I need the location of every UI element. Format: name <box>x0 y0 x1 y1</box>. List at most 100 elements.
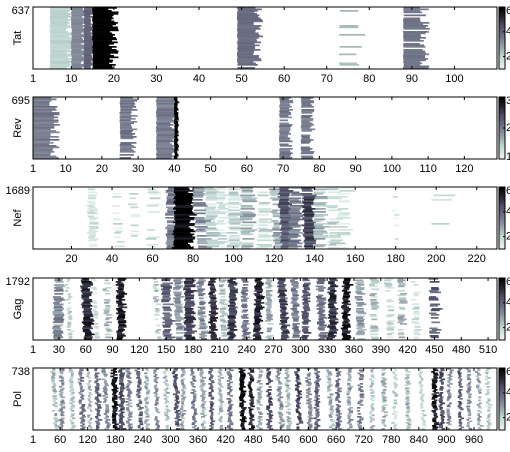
x-tick-label: 100 <box>445 73 463 85</box>
x-tick-label: 720 <box>354 434 372 446</box>
colorbar-frame <box>498 367 506 431</box>
band-760-768 <box>380 368 389 430</box>
band-1-7 <box>33 97 60 159</box>
colorbar: 2 4 6 <box>498 5 510 70</box>
heatmap-bands <box>52 278 443 340</box>
band-840-846 <box>418 368 427 430</box>
band-870-880 <box>431 368 440 430</box>
band-134-140 <box>301 187 320 249</box>
x-tick-label: 180 <box>184 344 202 356</box>
x-tick-label: 220 <box>468 253 486 265</box>
band-178-180 <box>392 196 400 240</box>
x-tick-label: 300 <box>291 344 309 356</box>
x-tick-label: 110 <box>419 163 437 175</box>
x-tick-label: 50 <box>205 163 217 175</box>
x-tick-label: 900 <box>437 434 455 446</box>
band-80-86 <box>102 279 113 339</box>
x-tick-label: 180 <box>106 434 124 446</box>
x-tick-label: 240 <box>134 434 152 446</box>
x-tick-label: 160 <box>346 253 364 265</box>
colorbar-tick-label: 1 <box>506 151 510 163</box>
colorbar-frame <box>498 6 506 70</box>
band-75-78 <box>300 97 316 159</box>
colorbar-frame <box>498 277 506 341</box>
band-122-128 <box>277 187 298 249</box>
band-170-180 <box>183 278 198 340</box>
band-185-192 <box>196 278 209 340</box>
x-tick-label: 840 <box>410 434 428 446</box>
x-tick-label: 20 <box>108 73 120 85</box>
x-tick-label: 10 <box>60 163 72 175</box>
plot-area <box>33 368 497 430</box>
band-945-952 <box>465 368 473 430</box>
band-152-160 <box>101 368 112 430</box>
band-810-818 <box>404 368 413 430</box>
x-tick-label: 30 <box>53 344 65 356</box>
y-max-label: 695 <box>12 95 30 107</box>
band-112-118 <box>256 191 274 249</box>
x-tick-label: 140 <box>305 253 323 265</box>
x-tick-label: 360 <box>189 434 207 446</box>
band-325-332 <box>179 368 187 430</box>
colorbar-tick-label: 2 <box>506 51 510 63</box>
x-tick-label: 480 <box>244 434 262 446</box>
y-axis-label: Gag <box>12 299 24 320</box>
band-410-418 <box>397 278 408 339</box>
colorbar-tick-label: 2 <box>506 412 510 424</box>
x-tick-label: 200 <box>427 253 445 265</box>
band-550-558 <box>284 368 293 430</box>
x-tick-label: 90 <box>406 73 418 85</box>
heatmap-bands <box>33 97 316 159</box>
band-290-297 <box>289 278 301 339</box>
band-25-29 <box>119 97 138 159</box>
band-198-205 <box>207 278 219 340</box>
colorbar-tick-label: 6 <box>506 185 510 197</box>
band-158-166 <box>173 278 185 340</box>
x-tick-label: 780 <box>382 434 400 446</box>
plot-frame <box>32 277 498 341</box>
band-332-340 <box>327 278 339 340</box>
y-max-label: 1689 <box>6 185 30 197</box>
colorbar-tick-label: 4 <box>506 387 510 399</box>
band-405-412 <box>217 368 225 430</box>
x-tick-label: 100 <box>224 253 242 265</box>
band-985-992 <box>484 368 493 430</box>
x-tick-label: 20 <box>65 253 77 265</box>
x-tick-label: 1 <box>30 73 36 85</box>
heatmap-bands <box>49 7 430 69</box>
band-55-65 <box>80 278 95 340</box>
colorbar-frame <box>498 186 506 250</box>
x-tick-label: 20 <box>96 163 108 175</box>
band-100-108 <box>77 368 87 430</box>
band-220-228 <box>227 278 239 340</box>
band-262-268 <box>264 278 274 340</box>
band-365-373 <box>198 368 207 430</box>
x-tick-label: 210 <box>211 344 229 356</box>
band-965-972 <box>475 368 484 430</box>
x-tick-label: 240 <box>237 344 255 356</box>
band-40-41 <box>173 97 180 159</box>
band-660-668 <box>335 368 343 430</box>
x-tick-label: 40 <box>193 73 205 85</box>
band-250-258 <box>252 278 265 340</box>
x-tick-label: 270 <box>264 344 282 356</box>
band-73-78 <box>339 10 366 66</box>
x-tick-label: 450 <box>425 344 443 356</box>
band-135-140 <box>151 278 162 340</box>
y-max-label: 1792 <box>6 276 30 288</box>
x-tick-label: 60 <box>146 253 158 265</box>
x-tick-label: 1 <box>30 163 36 175</box>
x-ticks: 1 30 60 90 120 150 180 210 240 270 300 330 360 390 420… <box>30 278 497 356</box>
y-max-label: 637 <box>12 5 30 17</box>
band-595-603 <box>304 368 314 430</box>
band-615-623 <box>313 368 322 430</box>
band-95-103 <box>115 278 128 340</box>
colorbar-tick-label: 2 <box>506 231 510 243</box>
band-318-326 <box>315 278 329 340</box>
x-tick-label: 420 <box>217 434 235 446</box>
band-71-80 <box>172 187 198 249</box>
colorbar: 2 4 6 <box>498 276 510 341</box>
x-tick-label: 40 <box>168 163 180 175</box>
band-104-110 <box>239 187 258 249</box>
